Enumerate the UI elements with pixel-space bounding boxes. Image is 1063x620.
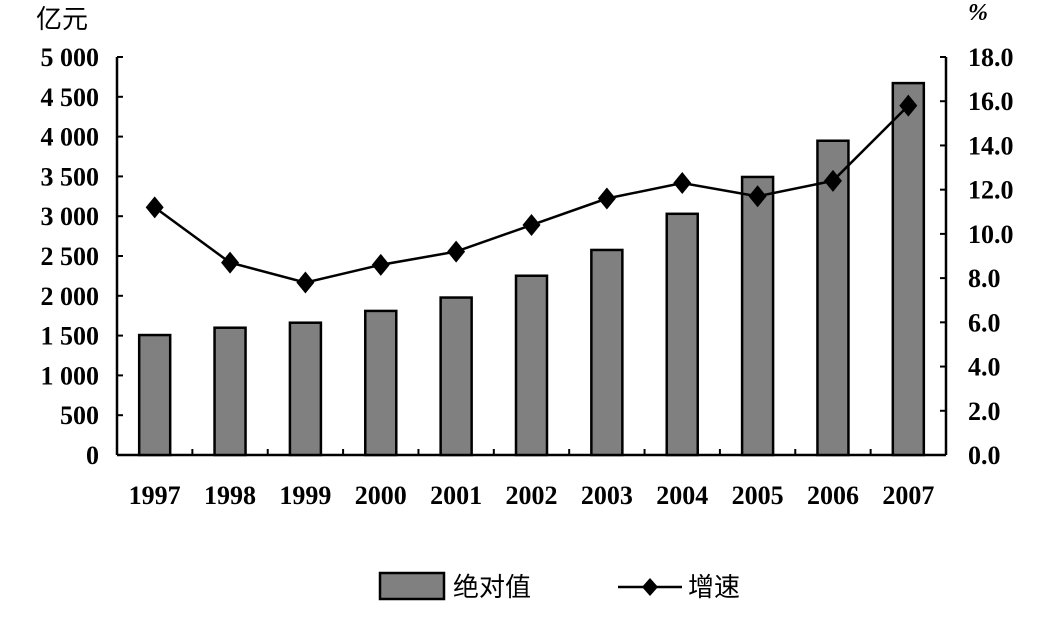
x-axis-tick-label: 2001: [430, 481, 482, 510]
x-axis-tick-label: 1998: [204, 481, 256, 510]
growth-marker-2001: [447, 240, 466, 263]
legend: 绝对值 增速: [378, 571, 740, 603]
right-axis-unit: %: [968, 0, 988, 26]
legend-bar-label: 绝对值: [453, 573, 531, 603]
x-axis-tick-label: 2006: [807, 481, 859, 510]
bar-2004: [665, 212, 699, 457]
x-axis-tick-label: 2005: [732, 481, 784, 510]
growth-marker-2000: [371, 253, 390, 276]
growth-marker-1999: [296, 271, 315, 294]
right-axis-tick-label: 4.0: [968, 353, 1001, 382]
x-axis-tick-label: 1997: [129, 481, 181, 510]
right-axis-tick-label: 14.0: [968, 131, 1014, 160]
legend-diamond-marker: [642, 578, 658, 596]
bar-2005: [740, 175, 775, 457]
right-axis-tick-label: 18.0: [968, 43, 1014, 72]
bar-2000: [364, 309, 398, 457]
right-axis-tick-label: 8.0: [968, 264, 1001, 293]
left-axis-tick-label: 4 000: [41, 123, 100, 152]
growth-marker-2006: [823, 169, 842, 192]
bar-1997: [137, 333, 172, 457]
growth-line: [153, 104, 910, 284]
bar-2002: [514, 274, 549, 457]
left-axis-tick-label: 0: [86, 441, 99, 470]
x-axis-tick-label: 1999: [279, 481, 331, 510]
growth-marker-1998: [221, 251, 240, 274]
growth-marker-1997: [145, 196, 164, 219]
x-axis-tick-label: 2000: [355, 481, 407, 510]
x-axis-tick-label: 2004: [656, 481, 708, 510]
growth-marker-2002: [522, 214, 541, 237]
growth-marker-2007: [899, 94, 918, 117]
left-axis-tick-label: 3 000: [41, 202, 100, 231]
bar-2007: [891, 81, 926, 457]
x-axis-tick-label: 2003: [581, 481, 633, 510]
bar-1999: [288, 321, 323, 457]
bar-1998: [213, 326, 247, 457]
legend-line-label: 增速: [688, 573, 740, 603]
right-axis-tick-label: 6.0: [968, 308, 1001, 337]
left-axis-tick-label: 4 500: [41, 83, 100, 112]
x-axis-tick-label: 2007: [882, 481, 934, 510]
plot-area: 0 500 1 000 1 500 2 000 2 500 3 000 3 500 4 000 4…: [41, 43, 1014, 510]
left-axis-tick-label: 5 000: [41, 43, 100, 72]
left-axis-tick-label: 2 500: [41, 242, 100, 271]
left-axis-tick-label: 3 500: [41, 162, 100, 191]
bar-2001: [439, 296, 473, 457]
bar-2003: [590, 248, 624, 457]
right-axis-tick-label: 16.0: [968, 87, 1014, 116]
growth-marker-2003: [597, 187, 616, 210]
right-axis-tick-label: 12.0: [968, 176, 1014, 205]
growth-marker-2004: [673, 172, 692, 195]
left-axis-tick-label: 1 000: [41, 361, 100, 390]
legend-bar-swatch: [378, 571, 446, 601]
right-axis-tick-label: 10.0: [968, 220, 1014, 249]
left-axis-unit: 亿元: [36, 5, 88, 35]
right-axis-tick-label: 2.0: [968, 397, 1001, 426]
growth-marker-2005: [748, 185, 767, 208]
bar-2006: [816, 139, 850, 457]
left-axis-tick-label: 2 000: [41, 282, 100, 311]
left-axis-tick-label: 500: [60, 401, 99, 430]
left-axis-tick-label: 1 500: [41, 322, 100, 351]
right-axis-tick-label: 0.0: [968, 441, 1001, 470]
x-axis-tick-label: 2002: [506, 481, 558, 510]
